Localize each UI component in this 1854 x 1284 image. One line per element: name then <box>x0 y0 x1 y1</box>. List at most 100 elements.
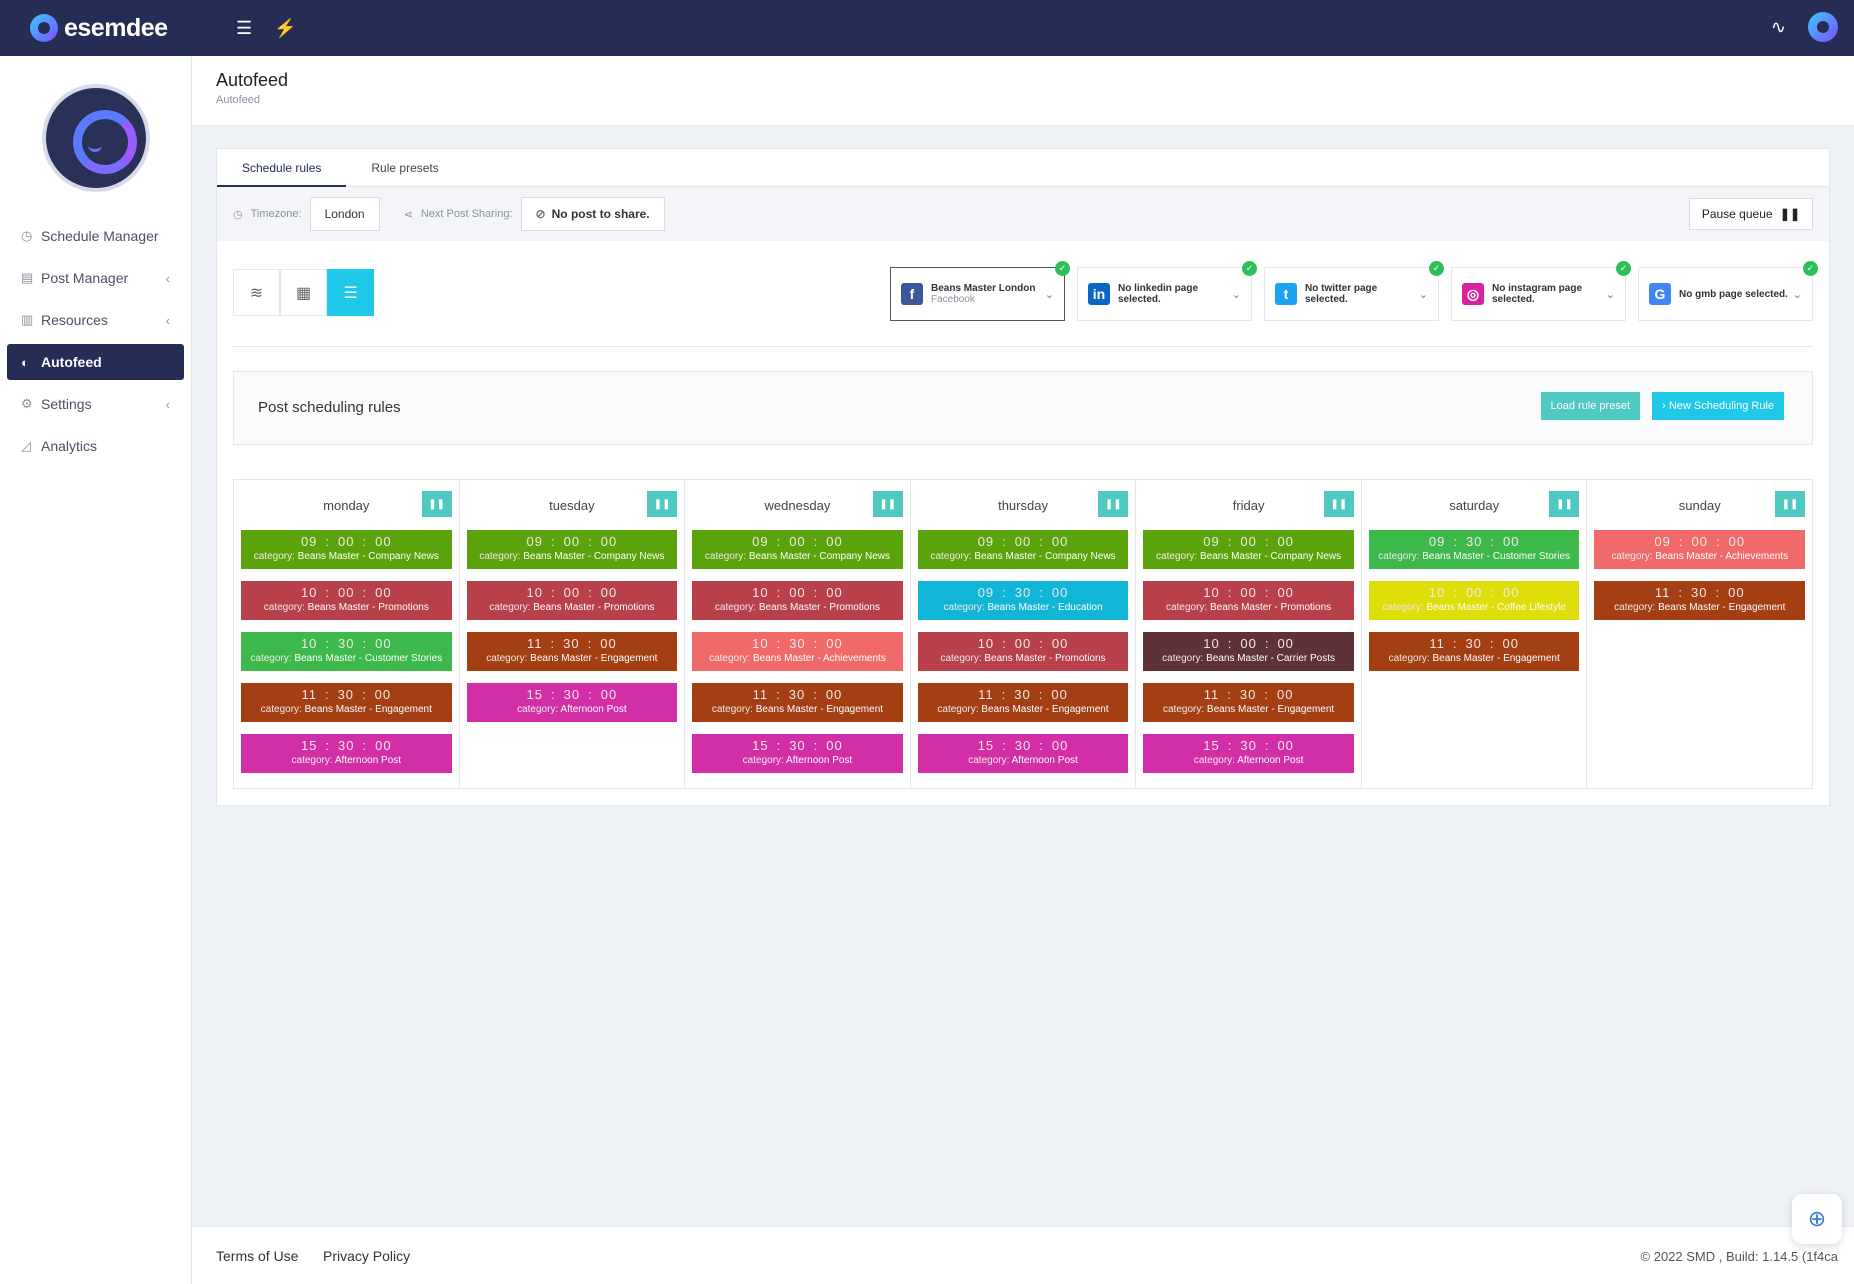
tab-rule-presets[interactable]: Rule presets <box>371 161 439 175</box>
menu-icon[interactable]: ☰ <box>236 17 253 38</box>
schedule-slot[interactable]: 11:30:00 category: Beans Master - Engagem… <box>692 683 903 722</box>
slot-minute: 30 <box>789 738 806 753</box>
brand[interactable]: esemdee <box>30 14 200 43</box>
category-label: category: <box>517 704 559 715</box>
schedule-slot[interactable]: 10:00:00 category: Beans Master - Promoti… <box>466 581 678 620</box>
schedule-slot[interactable]: 09:00:00 category: Beans Master - Company… <box>1143 530 1354 569</box>
schedule-slot[interactable]: 10:00:00 category: Beans Master - Promoti… <box>917 632 1129 671</box>
slot-second: 00 <box>600 687 618 702</box>
category-value: Beans Master - Promotions <box>984 653 1106 664</box>
schedule-slot[interactable]: 10:00:00 category: Beans Master - Carrier… <box>1143 632 1354 671</box>
pause-icon: ❚❚ <box>428 498 445 510</box>
schedule-slot[interactable]: 09:00:00 category: Beans Master - Company… <box>692 530 903 569</box>
slot-category: category: Beans Master - Promotions <box>692 602 903 613</box>
social-accounts: f Beans Master London Facebook ⌄ ✓ in No linke… <box>890 261 1818 321</box>
category-value: Beans Master - Company News <box>974 551 1116 562</box>
schedule-slot[interactable]: 11:30:00 category: Beans Master - Engagem… <box>917 683 1129 722</box>
timezone-value[interactable]: London <box>309 197 380 231</box>
schedule-slot[interactable]: 11:30:00 category: Beans Master - Engagem… <box>1594 581 1806 620</box>
pause-day-button[interactable]: ❚❚ <box>1775 491 1806 517</box>
grid-icon: ▦ <box>295 284 312 302</box>
slot-second: 00 <box>374 687 392 702</box>
schedule-slot[interactable]: 10:30:00 category: Beans Master - Achieve… <box>692 632 903 671</box>
schedule-slot[interactable]: 11:30:00 category: Beans Master - Engagem… <box>1143 683 1354 722</box>
schedule-slot[interactable]: 11:30:00 category: Beans Master - Engagem… <box>1368 632 1580 671</box>
schedule-slot[interactable]: 10:00:00 category: Beans Master - Coffee … <box>1368 581 1580 620</box>
account-name: No gmb page selected. <box>1679 289 1793 300</box>
pause-day-button[interactable]: ❚❚ <box>421 491 452 517</box>
day-column-saturday: saturday ❚❚ 09:30:00 category: Beans Master… <box>1362 480 1588 788</box>
schedule-slot[interactable]: 09:00:00 category: Beans Master - Company… <box>241 530 452 569</box>
pause-queue-button[interactable]: Pause queue ❚❚ <box>1688 198 1813 230</box>
sidebar-item-autofeed[interactable]: ◐ Autofeed <box>7 344 184 380</box>
schedule-slot[interactable]: 11:30:00 category: Beans Master - Engagem… <box>466 632 678 671</box>
slot-time: 11:30:00 <box>752 687 843 702</box>
category-label: category: <box>1382 602 1424 613</box>
schedule-slot[interactable]: 10:30:00 category: Beans Master - Custome… <box>241 632 452 671</box>
schedule-slot[interactable]: 15:30:00 category: Afternoon Post <box>466 683 678 722</box>
account-selector[interactable]: G No gmb page selected. ⌄ ✓ <box>1638 261 1818 321</box>
sidebar-item-label: Resources <box>41 312 108 328</box>
slot-second: 00 <box>1277 636 1294 651</box>
sidebar-item-icon: ▤ <box>21 270 34 285</box>
slot-time: 10:30:00 <box>300 636 392 651</box>
slot-time: 10:00:00 <box>1203 585 1294 600</box>
schedule-slot[interactable]: 09:30:00 category: Beans Master - Custome… <box>1368 530 1580 569</box>
database-view-button[interactable]: ≋ <box>233 269 280 316</box>
pause-day-button[interactable]: ❚❚ <box>1323 491 1354 517</box>
bolt-icon[interactable]: ⚡ <box>274 17 297 38</box>
profile-avatar[interactable] <box>41 84 150 192</box>
schedule-slot[interactable]: 10:00:00 category: Beans Master - Promoti… <box>241 581 452 620</box>
activity-pulse-icon[interactable]: ∿ <box>1770 16 1786 37</box>
slot-category: category: Afternoon Post <box>1143 755 1354 766</box>
sidebar-item-resources[interactable]: ▥ Resources ‹ <box>7 302 184 338</box>
privacy-link[interactable]: Privacy Policy <box>323 1248 411 1264</box>
account-selector[interactable]: t No twitter page selected. ⌄ ✓ <box>1264 261 1444 321</box>
slot-second: 00 <box>826 534 843 549</box>
schedule-slot[interactable]: 10:00:00 category: Beans Master - Promoti… <box>1143 581 1354 620</box>
tab-schedule-rules[interactable]: Schedule rules <box>217 149 347 187</box>
slot-second: 00 <box>1277 585 1294 600</box>
page-title: Autofeed <box>216 70 289 90</box>
schedule-slot[interactable]: 15:30:00 category: Afternoon Post <box>917 734 1129 773</box>
slot-category: category: Beans Master - Promotions <box>918 653 1129 664</box>
help-lifebuoy-icon[interactable]: ⊕ <box>1792 1194 1842 1244</box>
rules-view-button[interactable]: ☰ <box>327 269 374 316</box>
pause-day-button[interactable]: ❚❚ <box>647 491 678 517</box>
sidebar-item-post-manager[interactable]: ▤ Post Manager ‹ <box>7 260 184 296</box>
category-label: category: <box>1614 602 1656 613</box>
sidebar-item-analytics[interactable]: ◿ Analytics <box>7 428 184 464</box>
new-scheduling-rule-button[interactable]: › New Scheduling Rule <box>1652 392 1784 420</box>
load-rule-preset-button[interactable]: Load rule preset <box>1540 392 1640 420</box>
grid-view-button[interactable]: ▦ <box>280 269 327 316</box>
slot-category: category: Beans Master - Achievements <box>692 653 903 664</box>
slot-hour: 15 <box>526 687 543 702</box>
sidebar-item-settings[interactable]: ⚙ Settings ‹ <box>7 386 184 422</box>
slot-second: 00 <box>1502 636 1520 651</box>
schedule-slot[interactable]: 15:30:00 category: Afternoon Post <box>241 734 452 773</box>
account-selector[interactable]: in No linkedin page selected. ⌄ ✓ <box>1077 261 1257 321</box>
slot-time: 11:30:00 <box>978 687 1068 702</box>
schedule-slot[interactable]: 09:00:00 category: Beans Master - Achieve… <box>1594 530 1806 569</box>
schedule-slot[interactable]: 11:30:00 category: Beans Master - Engagem… <box>241 683 452 722</box>
terms-link[interactable]: Terms of Use <box>216 1248 299 1264</box>
schedule-slot[interactable]: 09:30:00 category: Beans Master - Educati… <box>917 581 1129 620</box>
user-avatar[interactable] <box>1808 12 1838 42</box>
schedule-slot[interactable]: 09:00:00 category: Beans Master - Company… <box>466 530 678 569</box>
slot-hour: 11 <box>752 687 769 702</box>
category-label: category: <box>486 653 528 664</box>
category-value: Beans Master - Engagement <box>1432 653 1560 664</box>
day-header: saturday ❚❚ <box>1369 480 1580 530</box>
pause-day-button[interactable]: ❚❚ <box>1098 491 1129 517</box>
schedule-slot[interactable]: 15:30:00 category: Afternoon Post <box>692 734 903 773</box>
account-selector[interactable]: ◎ No instagram page selected. ⌄ ✓ <box>1451 261 1631 321</box>
account-name-text: No instagram page selected. <box>1492 283 1583 305</box>
account-selector[interactable]: f Beans Master London Facebook ⌄ ✓ <box>890 261 1070 321</box>
pause-day-button[interactable]: ❚❚ <box>1549 491 1580 517</box>
schedule-slot[interactable]: 09:00:00 category: Beans Master - Company… <box>917 530 1129 569</box>
schedule-slot[interactable]: 10:00:00 category: Beans Master - Promoti… <box>692 581 903 620</box>
sidebar-item-schedule-manager[interactable]: ◷ Schedule Manager <box>7 218 184 254</box>
slot-hour: 10 <box>300 636 318 651</box>
pause-day-button[interactable]: ❚❚ <box>872 491 903 517</box>
schedule-slot[interactable]: 15:30:00 category: Afternoon Post <box>1143 734 1354 773</box>
